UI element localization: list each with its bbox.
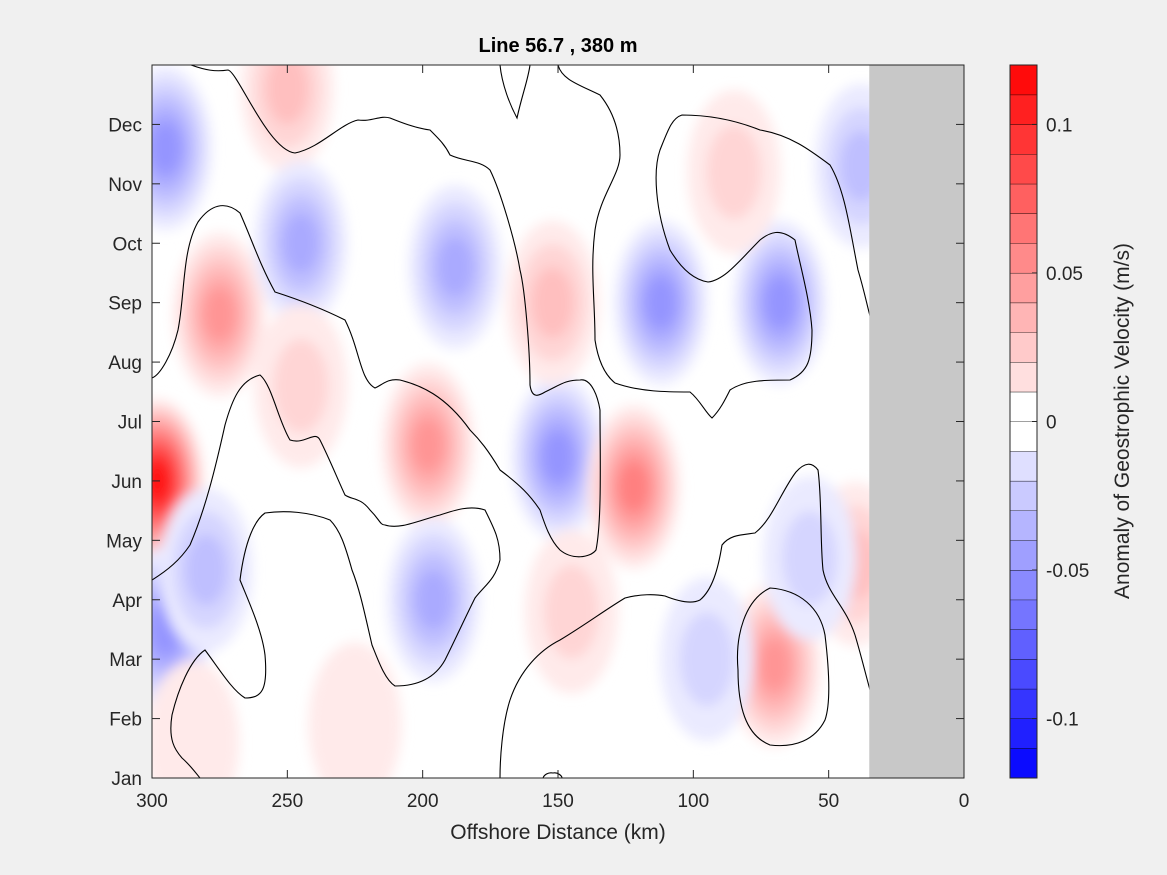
anomaly-contour-band	[645, 276, 677, 329]
y-tick-label: Jan	[111, 769, 142, 790]
y-tick-label: May	[106, 531, 142, 552]
x-tick-label: 200	[407, 791, 439, 812]
colorbar-bin	[1010, 272, 1037, 303]
colorbar-bin	[1010, 570, 1037, 600]
y-tick-label: Aug	[108, 353, 142, 374]
anomaly-field	[152, 65, 908, 778]
x-tick-label: 100	[677, 791, 709, 812]
colorbar-bin	[1010, 718, 1037, 749]
anomaly-contour-band	[412, 419, 444, 472]
colorbar-tick-label: -0.05	[1046, 561, 1089, 582]
anomaly-contour-band	[758, 639, 791, 692]
y-tick-label: Mar	[109, 650, 142, 671]
colorbar-bin	[1010, 391, 1037, 422]
anomaly-contour-band	[415, 570, 452, 630]
anomaly-contour-band	[266, 65, 309, 125]
zero-contour-lines	[152, 65, 871, 778]
colorbar-tick-label: 0	[1046, 413, 1057, 434]
colorbar-scale	[1010, 64, 1037, 778]
colorbar-bin	[1010, 540, 1037, 571]
colorbar-bin	[1010, 65, 1037, 95]
colorbar-tick-label: 0.1	[1046, 115, 1072, 136]
y-tick-label: Sep	[108, 294, 142, 315]
anomaly-contour-band	[542, 431, 574, 484]
zero-contour-line	[152, 65, 601, 558]
zero-contour-line	[499, 463, 871, 778]
anomaly-contour-band	[437, 237, 473, 297]
colorbar-bin	[1010, 480, 1037, 511]
no-data-region	[869, 65, 964, 778]
anomaly-contour-band	[283, 213, 319, 273]
plot-area	[151, 64, 965, 779]
anomaly-contour-band	[706, 124, 762, 219]
anomaly-contour-band	[531, 267, 574, 338]
zero-contour-line	[542, 772, 563, 778]
anomaly-contour-band	[619, 463, 649, 511]
zero-contour-line	[557, 65, 871, 419]
x-tick-label: 0	[959, 791, 970, 812]
colorbar-bin	[1010, 688, 1037, 719]
colorbar-bin	[1010, 332, 1037, 363]
colorbar-bin	[1010, 659, 1037, 689]
anomaly-contour-band	[152, 462, 169, 500]
anomaly-contour-band	[544, 564, 599, 659]
y-tick-label: Apr	[112, 591, 142, 612]
colorbar-tick-label: 0.05	[1046, 264, 1083, 285]
zero-contour-line	[736, 587, 830, 747]
anomaly-contour-band	[308, 642, 402, 778]
zero-contour-line	[152, 374, 501, 778]
colorbar-bin	[1010, 599, 1037, 630]
colorbar-label: Anomaly of Geostrophic Velocity (m/s)	[1111, 243, 1134, 599]
x-tick-label: 150	[542, 791, 574, 812]
colorbar-bin	[1010, 213, 1037, 244]
anomaly-contour-band	[273, 338, 329, 433]
y-axis: Jan Feb Mar Apr May Jun Jul Aug Sep Oct Nov Dec	[106, 115, 964, 790]
x-tick-label: 250	[271, 791, 303, 812]
x-tick-label: 50	[818, 791, 839, 812]
chart-title: Line 56.7 , 380 m	[479, 35, 638, 57]
colorbar-bin	[1010, 302, 1037, 333]
zero-contour-line	[499, 65, 531, 120]
x-axis-label: Offshore Distance (km)	[450, 821, 666, 844]
x-tick-label: 300	[136, 791, 168, 812]
colorbar-bin	[1010, 124, 1037, 155]
colorbar-bin	[1010, 451, 1037, 481]
colorbar-ticks: 0.1 0.05 0 -0.05 -0.1	[1032, 115, 1089, 731]
y-tick-label: Jun	[111, 472, 142, 493]
colorbar-bin	[1010, 94, 1037, 125]
colorbar-tick-label: -0.1	[1046, 710, 1079, 731]
anomaly-contour-band	[185, 534, 227, 606]
colorbar: 0.1 0.05 0 -0.05 -0.1 Anomaly of Geostrophic…	[1009, 64, 1134, 779]
anomaly-contour-band	[782, 511, 837, 606]
colorbar-bin	[1010, 362, 1037, 392]
colorbar-bin	[1010, 183, 1037, 214]
anomaly-contour-band	[203, 288, 236, 341]
colorbar-bin	[1010, 748, 1037, 778]
y-tick-label: Jul	[118, 413, 142, 434]
anomaly-contour-band	[152, 122, 182, 175]
colorbar-bin	[1010, 421, 1037, 452]
y-tick-label: Feb	[109, 710, 142, 731]
colorbar-bin	[1010, 510, 1037, 541]
anomaly-contour-band	[679, 612, 735, 707]
anomaly-contour-band	[152, 660, 240, 778]
x-axis: 300 250 200 150 100 50 0	[136, 65, 969, 812]
anomaly-contour-band	[764, 276, 796, 329]
colorbar-bin	[1010, 243, 1037, 273]
y-tick-label: Dec	[108, 115, 142, 136]
colorbar-bin	[1010, 629, 1037, 660]
y-tick-label: Nov	[108, 175, 142, 196]
colorbar-bin	[1010, 154, 1037, 184]
y-tick-label: Oct	[112, 234, 142, 255]
